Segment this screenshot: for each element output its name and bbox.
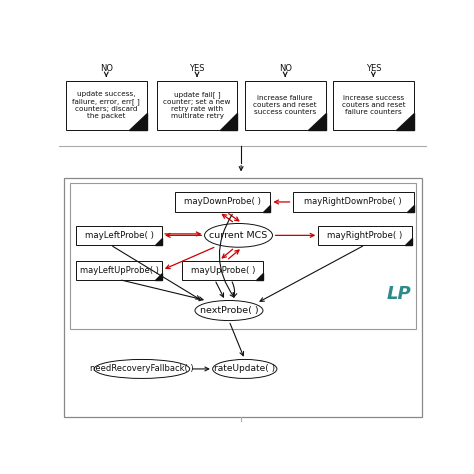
Text: update fail[ ]
counter; set a new
retry rate with
multirate retry: update fail[ ] counter; set a new retry … [164,91,231,119]
Ellipse shape [195,301,263,320]
Ellipse shape [94,359,190,378]
Bar [76,261,162,280]
Polygon shape [220,113,237,130]
Ellipse shape [205,224,273,247]
Text: mayRightProbe( ): mayRightProbe( ) [328,231,403,240]
Bar [156,81,237,130]
Text: mayLeftProbe( ): mayLeftProbe( ) [84,231,154,240]
FancyBboxPatch shape [70,183,416,329]
Text: increase failure
couters and reset
success counters: increase failure couters and reset succe… [254,95,317,115]
Text: YES: YES [365,64,381,73]
Text: mayDownProbe( ): mayDownProbe( ) [184,198,261,207]
Bar [175,192,271,212]
Text: YES: YES [189,64,205,73]
Text: mayLeftUpProbe( ): mayLeftUpProbe( ) [80,265,158,274]
Text: NO: NO [100,64,113,73]
Polygon shape [256,273,263,280]
Text: current MCS: current MCS [210,231,268,240]
Text: increase success
couters and reset
failure counters: increase success couters and reset failu… [342,95,405,115]
Bar [76,226,162,245]
Polygon shape [407,205,414,212]
Bar [66,81,146,130]
Text: NO: NO [279,64,292,73]
Polygon shape [308,113,326,130]
Text: update success,
failure, error, err[ ]
counters; discard
the packet: update success, failure, error, err[ ] c… [73,91,140,119]
Polygon shape [129,113,146,130]
Polygon shape [405,238,412,245]
Polygon shape [396,113,414,130]
Text: rateUpdate( ): rateUpdate( ) [214,365,275,374]
Text: LP: LP [387,285,411,303]
FancyBboxPatch shape [64,178,422,418]
Text: mayRightDownProbe( ): mayRightDownProbe( ) [304,198,402,207]
Polygon shape [155,238,162,245]
Bar [292,192,414,212]
Polygon shape [264,205,271,212]
Bar [245,81,326,130]
Ellipse shape [213,359,277,378]
Text: mayUpProbe( ): mayUpProbe( ) [191,265,255,274]
Text: needRecoveryFallback( ): needRecoveryFallback( ) [90,365,194,374]
Bar [182,261,263,280]
Polygon shape [155,273,162,280]
Bar [318,226,412,245]
Text: nextProbe( ): nextProbe( ) [200,306,258,315]
Bar [333,81,414,130]
